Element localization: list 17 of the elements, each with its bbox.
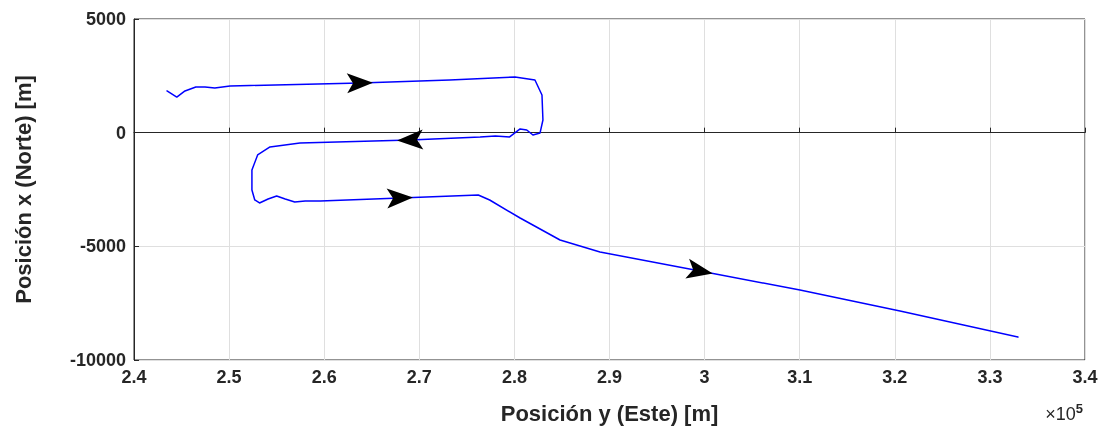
x-tick-label: 3.1 <box>787 367 813 387</box>
y-tick-label: 5000 <box>85 9 126 29</box>
y-tick-label: -10000 <box>69 350 126 370</box>
x-tick-label: 2.9 <box>596 367 623 387</box>
x-tick-label: 3.2 <box>882 367 908 387</box>
y-tick-label: -5000 <box>79 236 126 257</box>
x-tick-label: 2.8 <box>501 367 527 387</box>
y-tick-label: 0 <box>115 122 126 143</box>
x-tick-label: 2.5 <box>216 367 242 387</box>
x-tick-label: 3.4 <box>1072 367 1098 387</box>
x-tick-label: 2.4 <box>121 367 147 387</box>
x-tick-label: 2.6 <box>311 367 337 387</box>
x-tick-label: 2.7 <box>406 367 432 387</box>
x-tick-label: 3 <box>699 367 710 387</box>
y-axis-title: Posición x (Norte) [m] <box>10 75 36 304</box>
x-axis-title: Posición y (Este) [m] <box>500 400 719 426</box>
x-tick-label: 3.3 <box>977 367 1003 387</box>
